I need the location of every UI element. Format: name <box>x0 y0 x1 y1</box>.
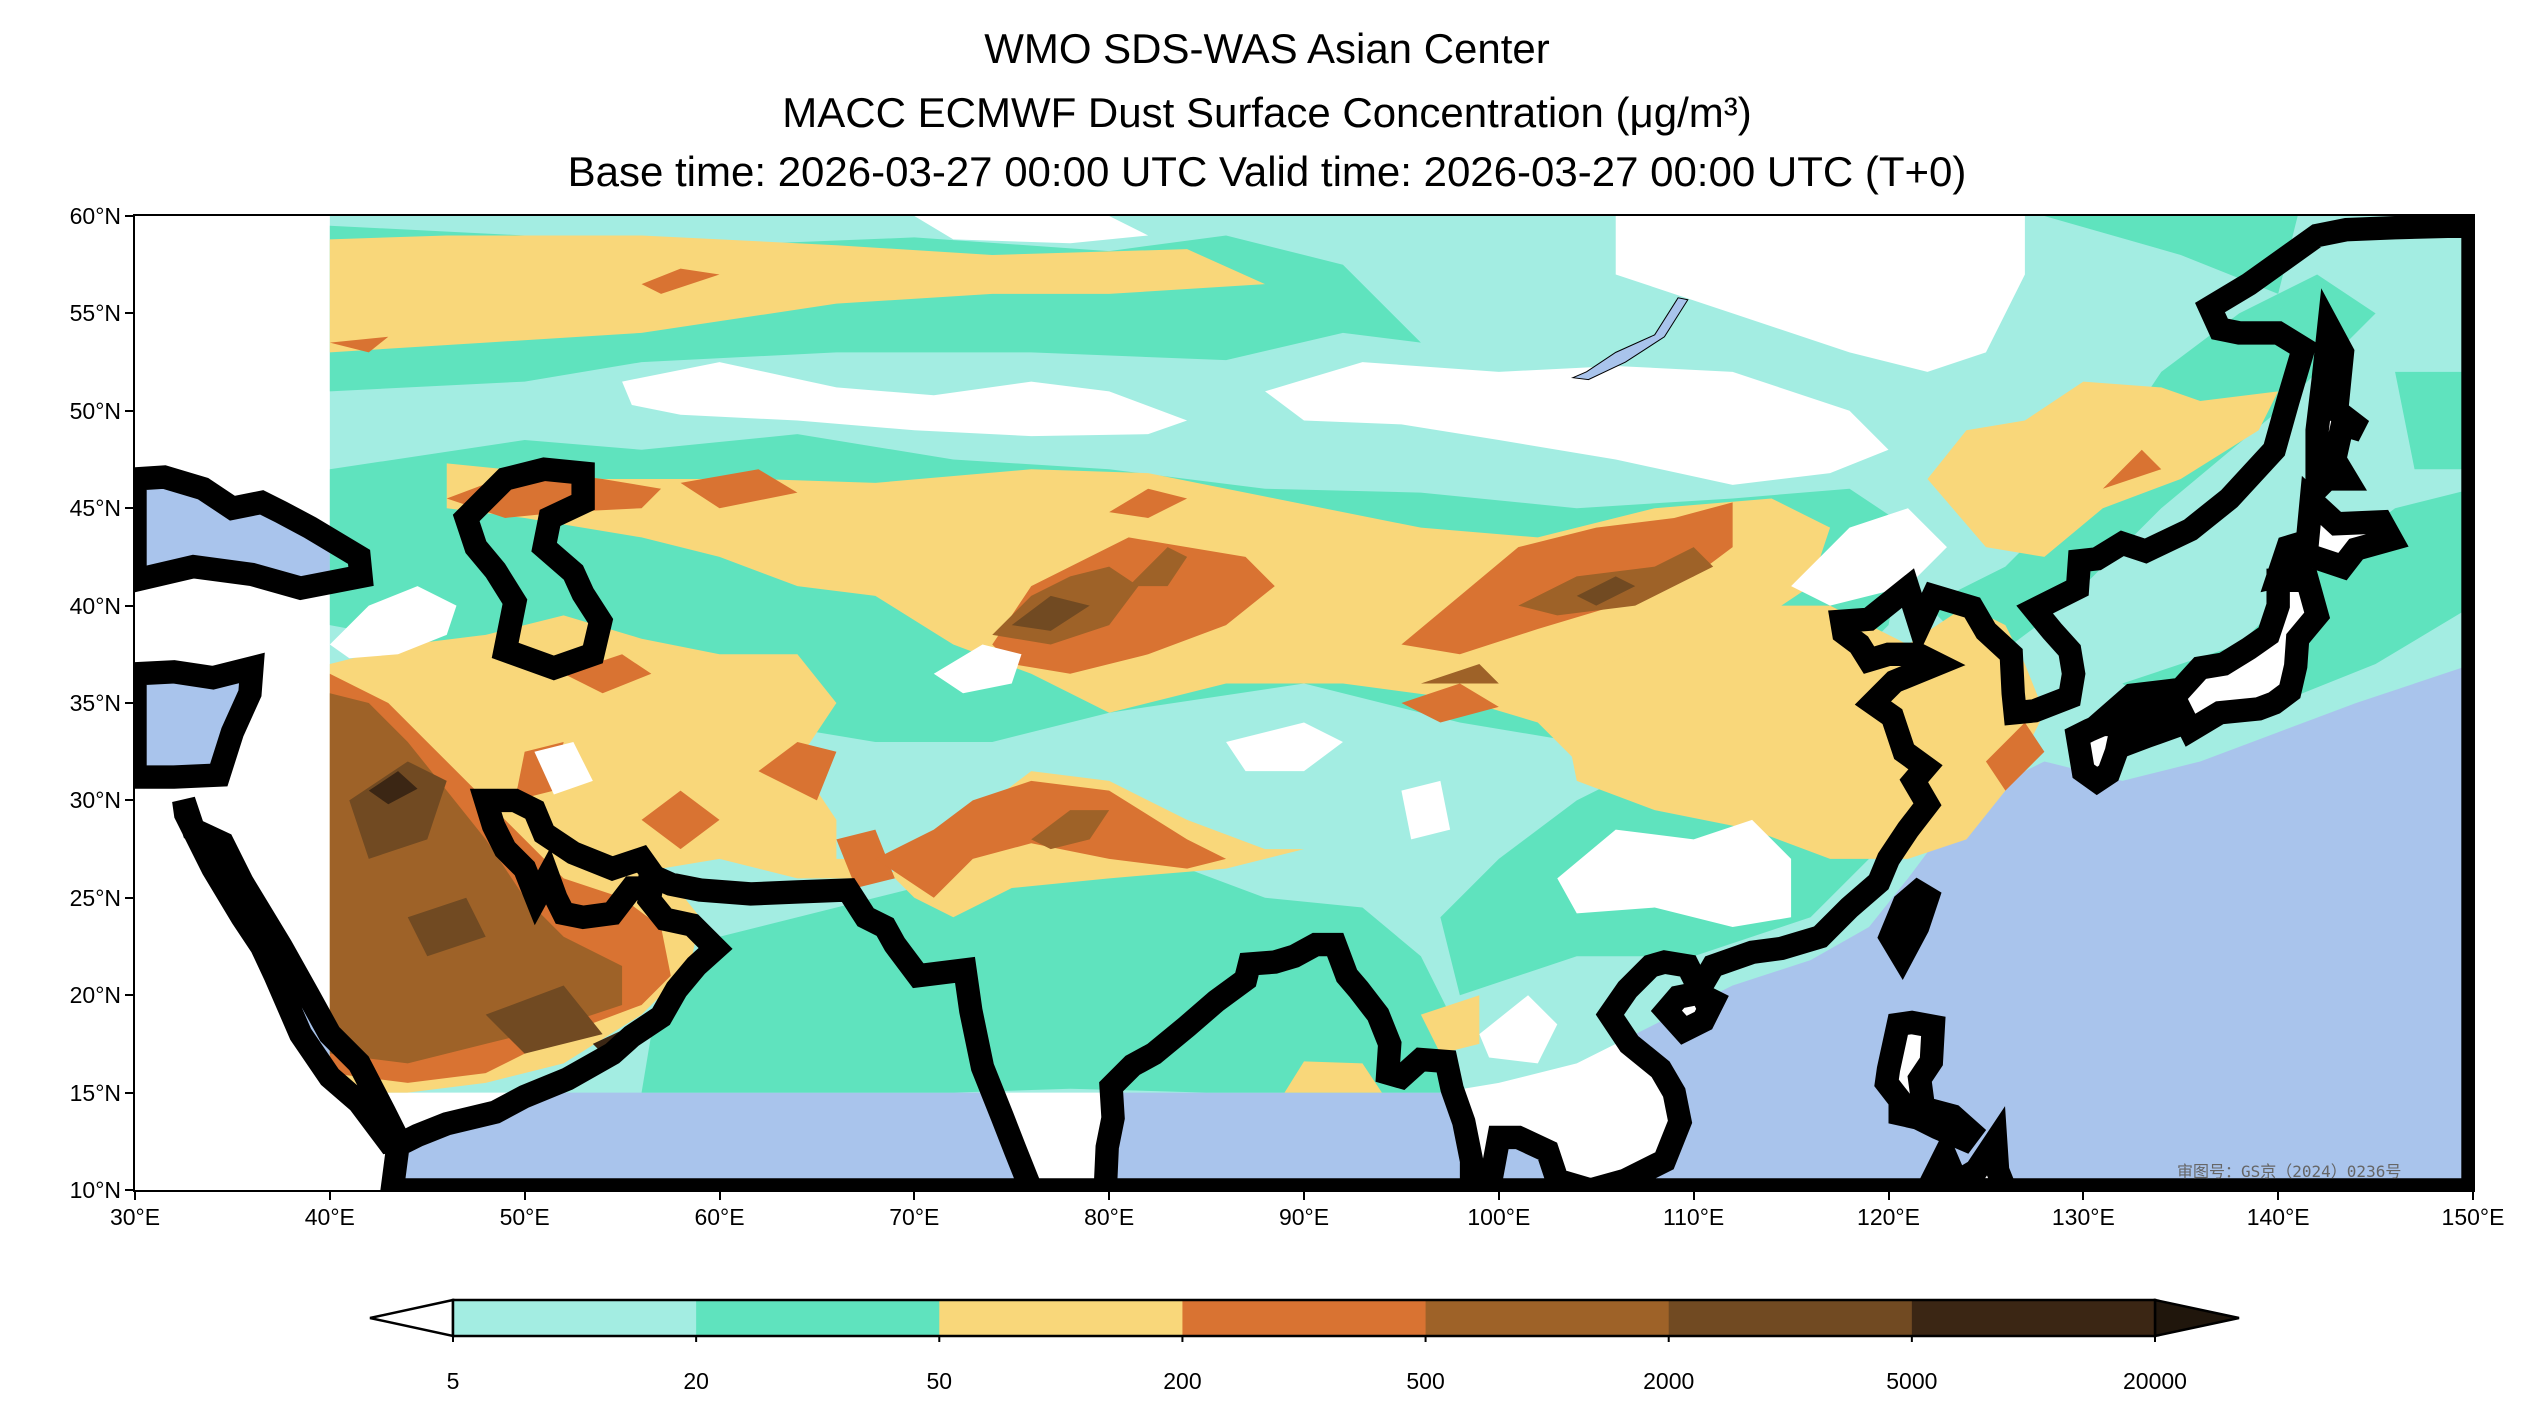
colorbar-tick-label: 5000 <box>1886 1368 1938 1394</box>
lat-tick-label: 10°N <box>69 1177 121 1203</box>
lon-tick <box>2277 1190 2280 1200</box>
colorbar-segment <box>1911 1300 2156 1336</box>
colorbar-tick-label: 5 <box>446 1368 460 1394</box>
colorbar-segment <box>939 1300 1183 1336</box>
lat-tick-label: 35°N <box>69 690 121 716</box>
lon-tick-label: 140°E <box>2246 1204 2310 1230</box>
lon-tick-label: 120°E <box>1857 1204 1920 1230</box>
colorbar-outline <box>451 1298 2157 1338</box>
colorbar-segment <box>1182 1300 1427 1336</box>
lon-tick <box>718 1190 721 1200</box>
map-approval-watermark: 审图号：GS京（2024）0236号 <box>2177 1162 2402 1181</box>
lon-tick <box>913 1190 916 1200</box>
colorbar-tick-label: 20000 <box>2123 1368 2187 1394</box>
lat-tick <box>125 409 135 412</box>
lat-tick <box>125 994 135 997</box>
colorbar <box>369 1298 2240 1342</box>
colorbar-segment <box>1668 1300 1913 1336</box>
colorbar-tick-label: 2000 <box>1643 1368 1695 1394</box>
lon-tick-label: 150°E <box>2441 1204 2505 1230</box>
colorbar-tick-label: 200 <box>1163 1368 1202 1394</box>
lat-tick-label: 40°N <box>69 592 121 619</box>
dust-level-2000-5000 <box>349 576 1636 1054</box>
map-svg <box>135 216 2473 1190</box>
lon-tick-label: 110°E <box>1663 1204 1725 1230</box>
title-line-1: WMO SDS-WAS Asian Center <box>984 25 1550 72</box>
lat-tick-label: 30°N <box>69 787 121 814</box>
lon-tick <box>1497 1190 1500 1200</box>
lon-tick <box>523 1190 526 1200</box>
colorbar-segment <box>696 1300 940 1336</box>
lat-tick <box>125 1189 135 1191</box>
title-line-2: MACC ECMWF Dust Surface Concentration (μ… <box>782 89 1752 136</box>
lat-tick <box>125 507 135 510</box>
dust-concentration-map: 审图号：GS京（2024）0236号 <box>135 216 2473 1190</box>
lon-tick <box>2472 1190 2474 1200</box>
lat-tick-label: 50°N <box>69 397 121 424</box>
lat-tick-label: 20°N <box>69 982 121 1009</box>
colorbar-segment <box>1425 1300 1670 1336</box>
lon-tick <box>328 1190 331 1200</box>
map-layers <box>135 216 2473 1190</box>
lat-tick <box>125 896 135 899</box>
lon-tick <box>1887 1190 1890 1200</box>
lat-tick <box>125 215 135 217</box>
lat-tick <box>125 312 135 315</box>
lat-tick-label: 55°N <box>69 300 121 327</box>
lat-tick <box>125 799 135 802</box>
colorbar-segment <box>453 1300 697 1336</box>
lat-tick <box>125 702 135 704</box>
lat-tick-label: 25°N <box>69 884 121 911</box>
lat-tick-label: 60°N <box>69 203 121 229</box>
lon-tick-label: 50°E <box>499 1204 550 1230</box>
lon-tick-label: 80°E <box>1084 1204 1135 1230</box>
colorbar-under-arrow <box>369 1298 455 1338</box>
lon-tick-label: 40°E <box>304 1204 355 1230</box>
colorbar-tick-label: 20 <box>683 1368 709 1394</box>
lon-tick-label: 90°E <box>1278 1204 1330 1230</box>
lon-tick <box>1303 1190 1305 1200</box>
colorbar-over-arrow <box>2153 1298 2240 1338</box>
lon-tick <box>2082 1190 2085 1200</box>
title-line-3: Base time: 2026-03-27 00:00 UTC Valid ti… <box>567 148 1967 195</box>
lat-tick-label: 45°N <box>69 495 121 522</box>
lon-tick <box>1692 1190 1695 1200</box>
colorbar-tick-label: 50 <box>926 1368 953 1394</box>
lon-tick <box>1108 1190 1111 1200</box>
lon-tick-label: 30°E <box>109 1204 161 1230</box>
colorbar-tick-label: 500 <box>1406 1368 1445 1394</box>
lat-tick <box>125 604 135 607</box>
lon-tick-label: 100°E <box>1467 1204 1531 1230</box>
lon-tick-label: 70°E <box>889 1204 940 1230</box>
lake-baikal <box>1573 298 1688 380</box>
lon-tick <box>134 1190 136 1200</box>
lat-tick <box>125 1091 135 1094</box>
lon-tick-label: 60°E <box>694 1204 745 1230</box>
lon-tick-label: 130°E <box>2051 1204 2115 1230</box>
dust-shading <box>329 216 2473 1093</box>
lat-tick-label: 15°N <box>69 1079 121 1106</box>
